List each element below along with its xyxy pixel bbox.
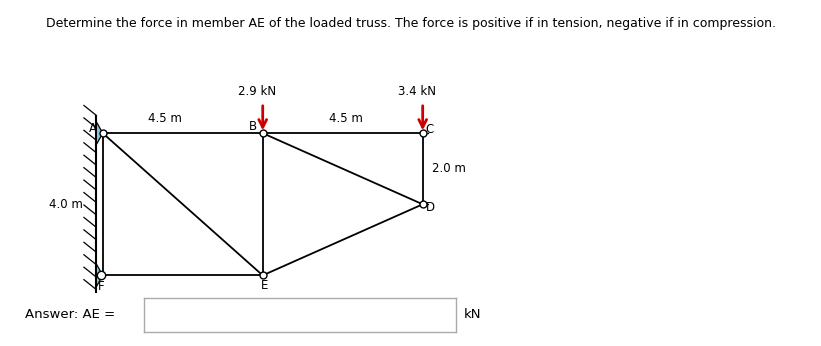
Text: E: E bbox=[261, 279, 268, 292]
Text: Answer: AE =: Answer: AE = bbox=[25, 308, 115, 321]
Text: C: C bbox=[425, 123, 433, 136]
Text: D: D bbox=[426, 201, 435, 214]
Text: 4.0 m: 4.0 m bbox=[49, 198, 83, 211]
Text: F: F bbox=[98, 280, 104, 292]
Text: 2.0 m: 2.0 m bbox=[432, 162, 466, 175]
Text: 4.5 m: 4.5 m bbox=[329, 112, 363, 125]
Text: kN: kN bbox=[464, 308, 481, 321]
Polygon shape bbox=[96, 264, 103, 287]
Text: A: A bbox=[89, 122, 97, 135]
Text: 4.5 m: 4.5 m bbox=[148, 112, 182, 125]
Text: 3.4 kN: 3.4 kN bbox=[398, 85, 436, 98]
Text: B: B bbox=[249, 120, 257, 133]
Text: 2.9 kN: 2.9 kN bbox=[238, 85, 277, 98]
Text: Determine the force in member AE of the loaded truss. The force is positive if i: Determine the force in member AE of the … bbox=[45, 17, 776, 30]
Polygon shape bbox=[96, 122, 103, 145]
Text: i: i bbox=[155, 308, 159, 322]
